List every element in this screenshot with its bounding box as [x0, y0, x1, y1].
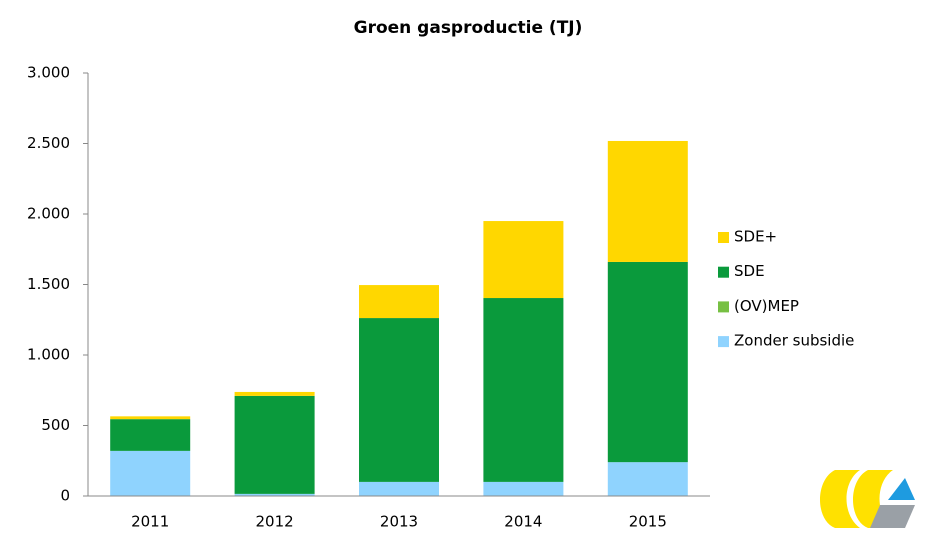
bar-segment: [483, 221, 564, 299]
bar-segment: [110, 419, 191, 451]
y-tick-label: 1.000: [27, 346, 70, 364]
bar-segment: [359, 285, 439, 319]
y-tick-label: 3.000: [27, 64, 70, 82]
legend-label: Zonder subsidie: [734, 332, 854, 350]
x-tick-label: 2014: [504, 513, 542, 531]
bar-segment: [234, 391, 315, 396]
y-tick-label: 0: [60, 487, 70, 505]
y-tick-label: 500: [41, 416, 70, 434]
x-tick-label: 2012: [256, 513, 294, 531]
legend-swatch: [718, 266, 729, 278]
legend-swatch: [718, 232, 729, 243]
logo-part: [820, 470, 860, 528]
bar-segment: [234, 395, 315, 494]
bar-segment: [607, 261, 688, 463]
logo-part: [888, 478, 915, 500]
logo-part: [853, 470, 893, 528]
bar-segment: [110, 450, 191, 496]
bar-segment: [483, 481, 564, 496]
bar-segment: [234, 493, 315, 496]
legend-swatch: [718, 301, 729, 313]
legend-label: SDE+: [734, 228, 777, 246]
bar-segment: [110, 416, 191, 420]
y-tick-label: 2.500: [27, 134, 70, 152]
bar-segment: [607, 462, 688, 496]
bar-segment: [359, 481, 439, 496]
legend-label: SDE: [734, 262, 765, 280]
bar-segment: [607, 140, 688, 262]
x-tick-label: 2013: [380, 513, 418, 531]
logo-part: [870, 505, 915, 528]
legend-label: (OV)MEP: [734, 297, 799, 315]
bar-segment: [483, 298, 564, 482]
chart-title: Groen gasproductie (TJ): [354, 18, 583, 38]
y-tick-label: 2.000: [27, 205, 70, 223]
logo: [820, 470, 915, 528]
bar-segment: [359, 318, 439, 482]
x-tick-label: 2015: [629, 513, 667, 531]
x-tick-label: 2011: [131, 513, 169, 531]
y-tick-label: 1.500: [27, 275, 70, 293]
legend-swatch: [718, 336, 729, 348]
